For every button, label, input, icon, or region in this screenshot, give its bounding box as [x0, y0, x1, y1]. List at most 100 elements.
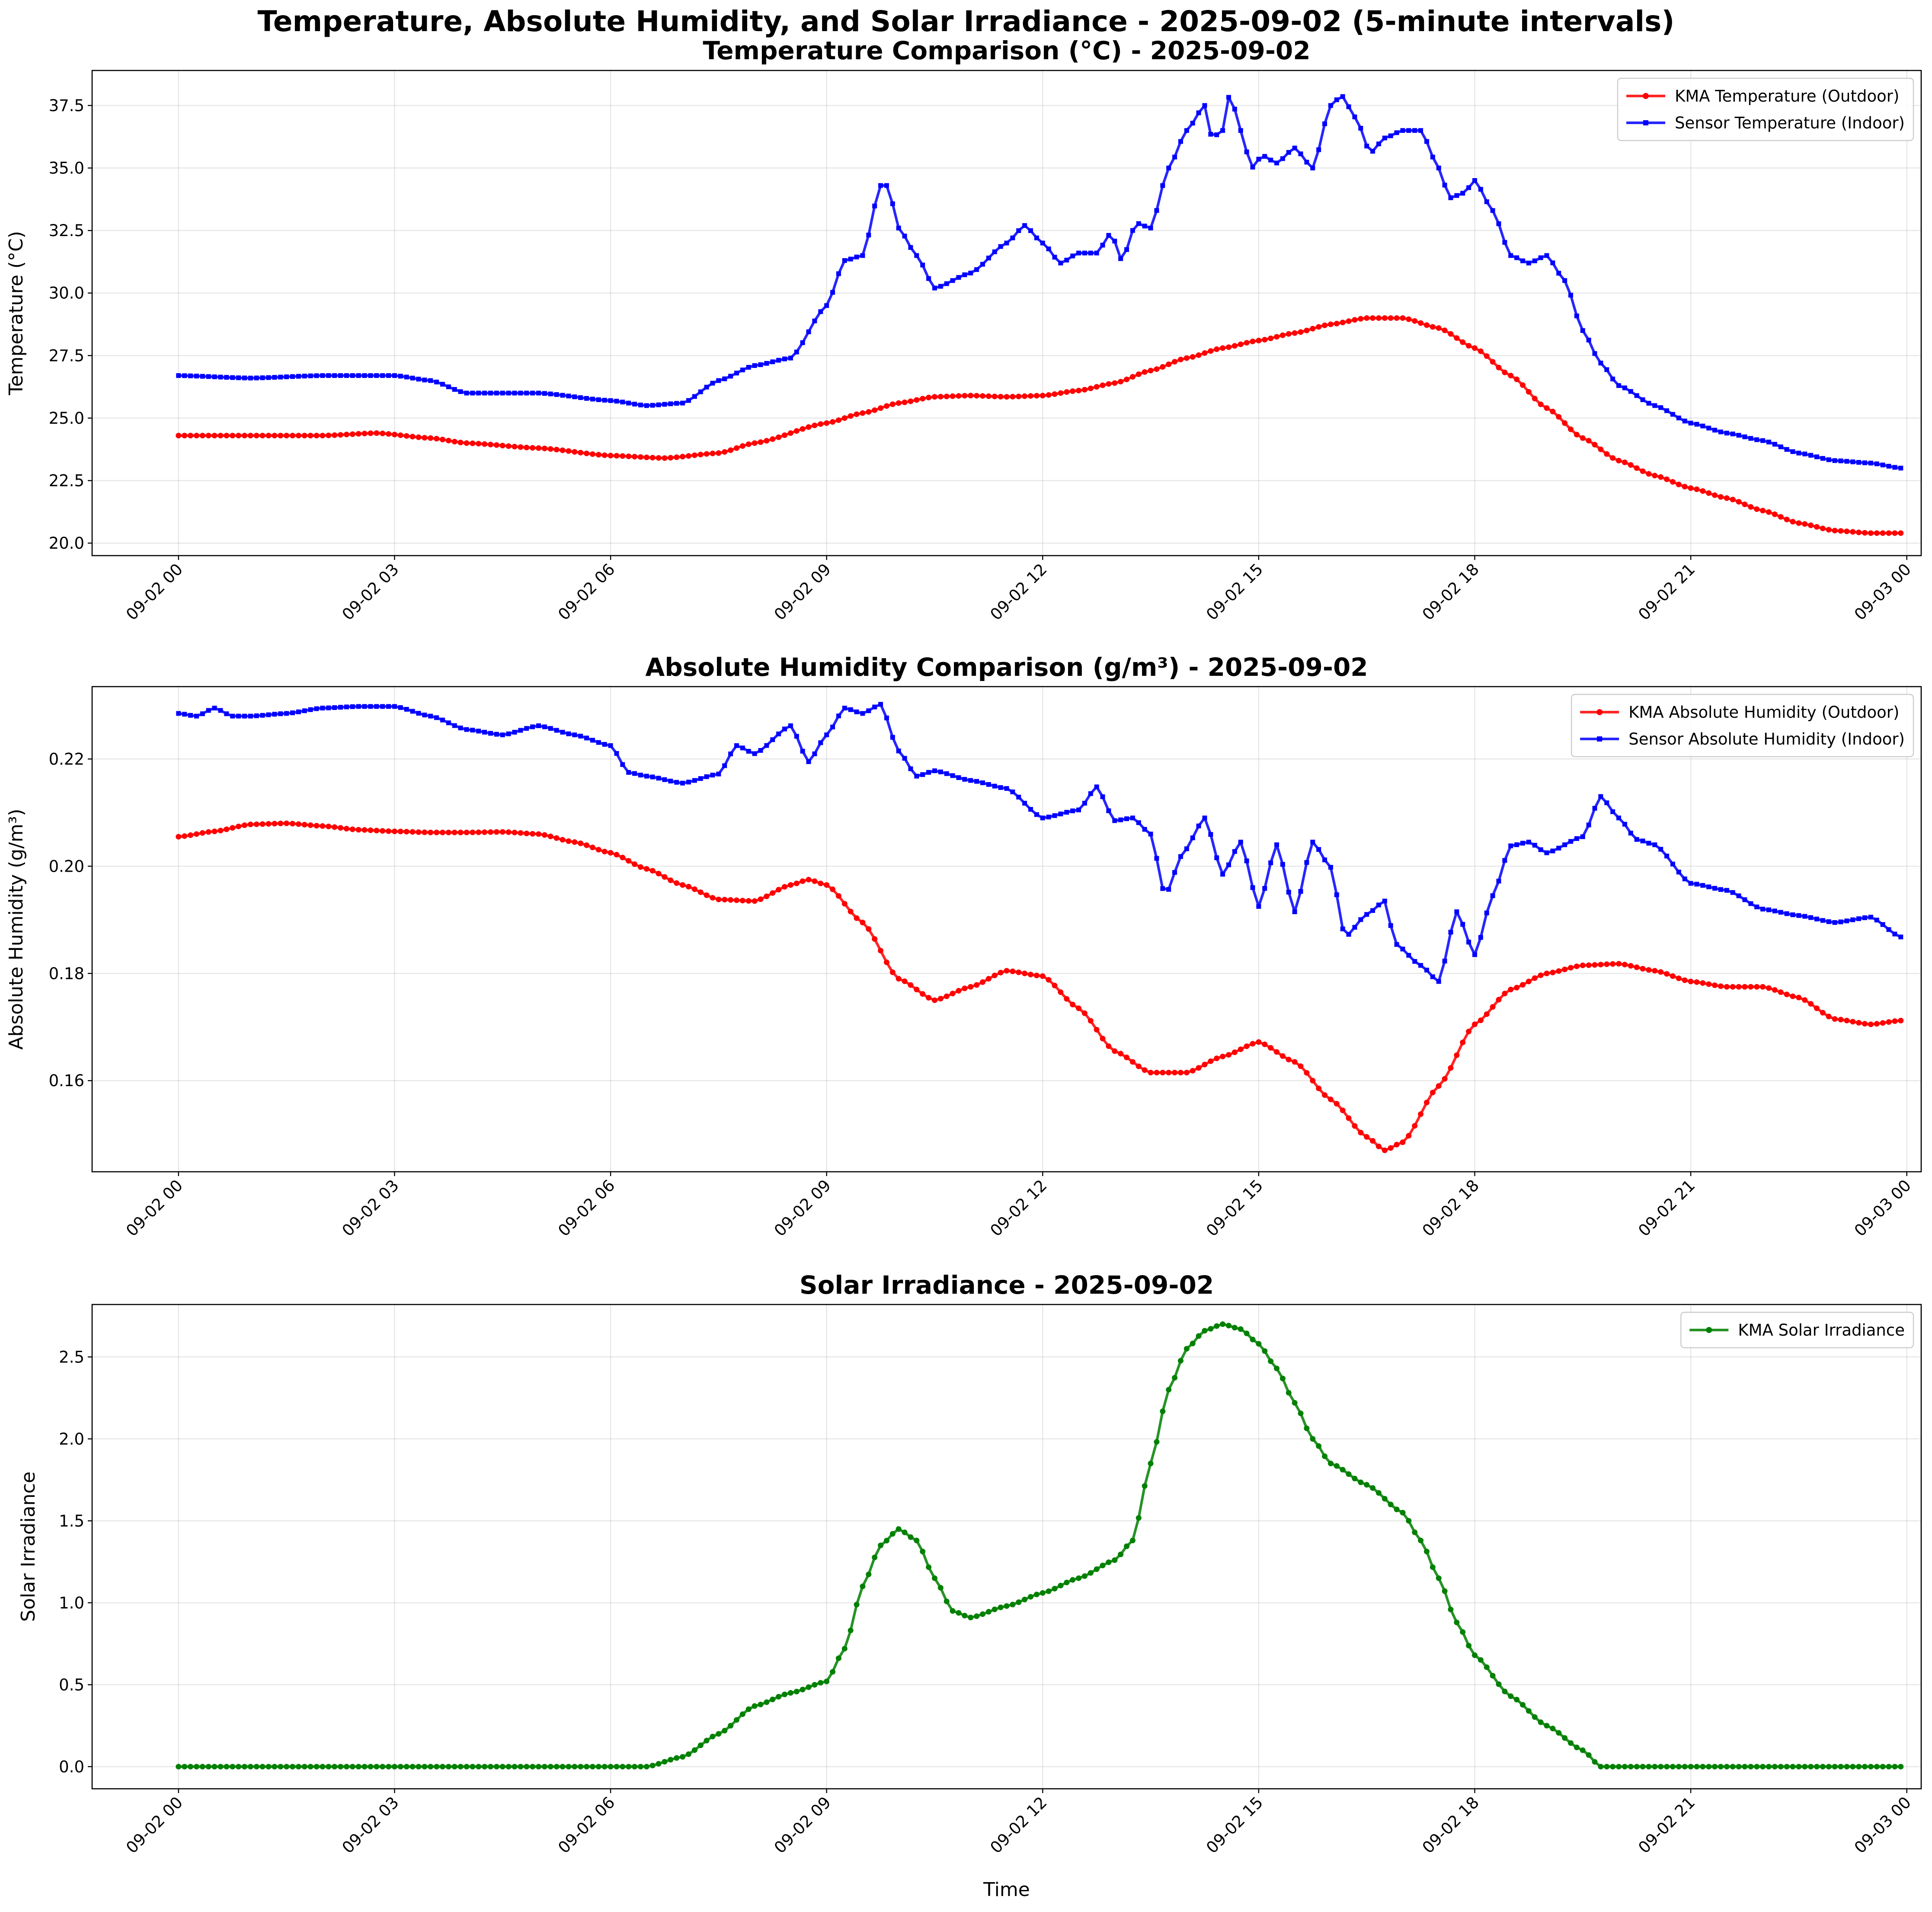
- data-point: [1502, 240, 1507, 245]
- data-point: [835, 417, 841, 423]
- data-point: [608, 743, 613, 748]
- data-point: [1058, 989, 1064, 995]
- data-point: [1868, 460, 1873, 466]
- data-point: [242, 1764, 247, 1770]
- data-point: [722, 449, 728, 455]
- data-point: [1286, 331, 1292, 337]
- data-point: [1081, 387, 1088, 393]
- data-point: [553, 447, 560, 453]
- data-point: [1898, 934, 1903, 940]
- data-point: [841, 415, 848, 421]
- data-point: [1592, 441, 1598, 448]
- data-point: [1298, 151, 1303, 157]
- data-point: [1814, 454, 1820, 460]
- data-point: [590, 396, 595, 402]
- data-point: [236, 432, 242, 438]
- data-point: [1502, 858, 1507, 863]
- data-point: [1292, 145, 1297, 150]
- data-point: [1154, 856, 1159, 861]
- data-point: [200, 711, 205, 716]
- data-point: [788, 355, 793, 361]
- data-point: [1478, 935, 1483, 940]
- data-point: [470, 829, 476, 835]
- data-point: [698, 776, 703, 781]
- data-point: [1004, 786, 1009, 791]
- data-point: [1382, 1496, 1388, 1502]
- data-point: [818, 421, 824, 427]
- data-point: [1544, 970, 1550, 976]
- data-point: [932, 285, 937, 291]
- data-point: [1826, 527, 1832, 533]
- data-point: [176, 432, 182, 438]
- ytick-label: 35.0: [49, 159, 84, 178]
- data-point: [1670, 412, 1675, 417]
- data-point: [1262, 1041, 1268, 1047]
- data-point: [1748, 1764, 1754, 1770]
- data-point: [812, 878, 818, 884]
- data-point: [1490, 208, 1495, 213]
- data-point: [1070, 1577, 1076, 1583]
- data-point: [1423, 1548, 1430, 1554]
- data-point: [1586, 822, 1591, 828]
- data-point: [451, 1764, 457, 1770]
- data-point: [758, 896, 764, 902]
- data-point: [680, 780, 685, 786]
- data-point: [1604, 1764, 1610, 1770]
- data-point: [1166, 1387, 1172, 1393]
- data-point: [1070, 808, 1075, 813]
- data-point: [992, 393, 998, 400]
- data-point: [1856, 529, 1862, 535]
- data-point: [691, 1747, 697, 1753]
- data-point: [290, 374, 295, 379]
- data-point: [1496, 364, 1502, 371]
- data-point: [404, 707, 409, 712]
- data-point: [350, 373, 355, 378]
- data-point: [944, 393, 950, 400]
- data-point: [560, 447, 566, 453]
- data-point: [1556, 845, 1561, 850]
- data-point: [1760, 508, 1766, 514]
- data-point: [199, 432, 205, 438]
- data-point: [691, 452, 697, 458]
- data-point: [1562, 420, 1568, 426]
- data-point: [1796, 520, 1802, 526]
- data-point: [301, 432, 307, 438]
- data-point: [1100, 243, 1105, 248]
- data-point: [584, 735, 589, 741]
- data-point: [476, 441, 482, 447]
- data-point: [643, 1764, 649, 1770]
- data-point: [524, 1764, 530, 1770]
- data-point: [1316, 324, 1322, 330]
- data-point: [1196, 352, 1202, 358]
- data-point: [1490, 359, 1496, 365]
- data-point: [434, 1764, 440, 1770]
- data-point: [1622, 459, 1628, 465]
- data-point: [505, 443, 512, 449]
- data-point: [1033, 1592, 1040, 1598]
- data-point: [1268, 860, 1273, 865]
- data-point: [1856, 1764, 1862, 1770]
- data-point: [902, 233, 907, 239]
- data-point: [1694, 422, 1699, 427]
- data-point: [445, 1764, 451, 1770]
- data-point: [1646, 967, 1652, 973]
- data-point: [541, 832, 547, 838]
- data-point: [1532, 258, 1537, 263]
- data-point: [1652, 968, 1658, 974]
- data-point: [1844, 1017, 1850, 1023]
- data-point: [770, 436, 776, 442]
- data-point: [950, 278, 955, 283]
- data-point: [1616, 961, 1622, 967]
- data-point: [368, 373, 373, 378]
- data-point: [595, 847, 601, 853]
- data-point: [1190, 1068, 1196, 1074]
- data-point: [1484, 199, 1489, 205]
- data-point: [926, 995, 932, 1001]
- data-point: [1471, 345, 1478, 351]
- data-point: [1478, 187, 1483, 192]
- data-point: [1406, 316, 1412, 322]
- data-point: [770, 890, 776, 896]
- data-point: [1256, 1039, 1262, 1045]
- data-point: [926, 394, 932, 400]
- data-point: [1202, 1328, 1208, 1334]
